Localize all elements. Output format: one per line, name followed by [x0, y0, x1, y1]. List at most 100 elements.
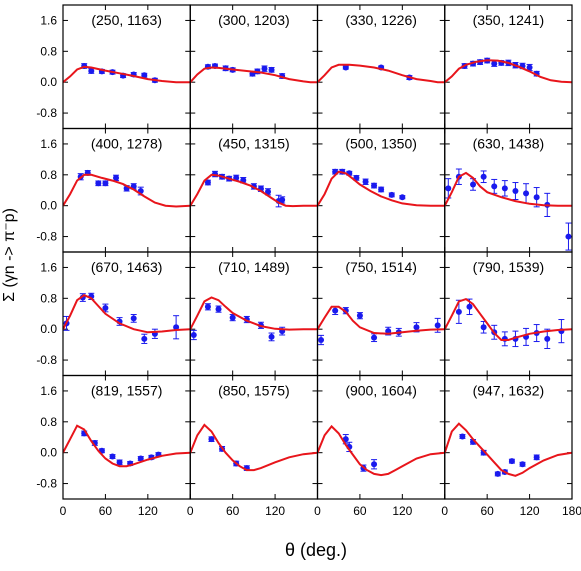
panel: (630, 1438) [444, 127, 573, 253]
y-tick-label: 0.8 [40, 44, 57, 58]
panel: (750, 1514) [316, 251, 446, 377]
panel: (500, 1350) [316, 127, 446, 253]
x-tick-label: 60 [353, 504, 367, 518]
panel-title: (250, 1163) [91, 12, 162, 28]
data-point [102, 180, 109, 187]
data-point [318, 336, 325, 343]
y-tick-label: -0.8 [36, 477, 57, 491]
data-point [137, 455, 144, 462]
data-point [102, 304, 109, 311]
y-tick-label: 0.0 [40, 446, 57, 460]
x-tick-label: 0 [314, 504, 321, 518]
data-point [445, 185, 452, 192]
data-point [208, 436, 215, 443]
x-tick-label: 120 [520, 504, 540, 518]
data-point [533, 454, 540, 461]
panel-title: (330, 1226) [345, 12, 417, 28]
data-point [494, 470, 501, 477]
panel: (350, 1241) [444, 4, 573, 130]
panels: (250, 1163) 1.6 0.8 0.0 -0.8 (300, 1203) (330,… [36, 4, 581, 518]
model-curve [63, 173, 191, 208]
y-tick-label: 0.8 [40, 415, 57, 429]
data-point [466, 303, 473, 310]
y-tick-label: 1.6 [40, 13, 57, 27]
data-point [480, 173, 487, 180]
data-point [190, 331, 197, 338]
data-point [362, 178, 369, 185]
x-tick-label: 120 [138, 504, 158, 518]
data-point [399, 194, 406, 201]
y-tick-label: 1.6 [40, 260, 57, 274]
panel: (330, 1226) [316, 4, 446, 130]
y-tick-label: 0.0 [40, 322, 57, 336]
panel-title: (947, 1632) [473, 383, 545, 399]
panel-title: (400, 1278) [91, 136, 163, 152]
model-curve [317, 170, 445, 207]
data-point [265, 188, 272, 195]
data-point [508, 458, 515, 465]
data-point [434, 322, 441, 329]
data-point [204, 303, 211, 310]
data-point [332, 307, 339, 314]
model-curve [63, 294, 191, 334]
data-point [385, 328, 392, 335]
y-tick-label: 0.8 [40, 291, 57, 305]
data-point [113, 174, 120, 181]
y-tick-label: 0.0 [40, 199, 57, 213]
panel: (450, 1315) [189, 127, 319, 253]
panel-title: (670, 1463) [91, 259, 163, 275]
data-point [342, 64, 349, 71]
data-point [544, 335, 551, 342]
data-point [229, 314, 236, 321]
panel-title: (350, 1241) [473, 12, 545, 28]
model-curve [317, 424, 445, 477]
panel: (710, 1489) [189, 251, 319, 377]
model-curve [444, 171, 572, 207]
panel-frame [444, 374, 573, 500]
data-point [533, 194, 540, 201]
panel-title: (900, 1604) [345, 383, 417, 399]
data-point [523, 190, 530, 197]
data-point [371, 182, 378, 189]
data-point [371, 334, 378, 341]
x-axis-label: θ (deg.) [285, 540, 347, 560]
data-point [215, 306, 222, 313]
data-point [512, 188, 519, 195]
data-point [109, 453, 116, 460]
data-point [519, 461, 526, 468]
x-tick-label: 0 [441, 504, 448, 518]
panel-title: (819, 1557) [91, 383, 163, 399]
data-point [491, 60, 498, 67]
model-curve [317, 305, 445, 335]
data-point [501, 185, 508, 192]
data-point [279, 196, 286, 203]
y-tick-label: -0.8 [36, 106, 57, 120]
panel: (819, 1557)1.60.80.0-0.80 60 120 [36, 374, 191, 518]
data-point [141, 335, 148, 342]
model-curve [190, 423, 318, 472]
panel-title: (500, 1350) [345, 136, 417, 152]
panel: (670, 1463) 1.6 0.8 0.0 -0.8 [36, 251, 191, 377]
data-point [526, 64, 533, 71]
x-tick-label: 60 [480, 504, 494, 518]
panel: (900, 1604) 0 60 120 [314, 374, 446, 518]
panel-title: (450, 1315) [218, 136, 290, 152]
model-curve [317, 63, 445, 84]
y-tick-label: 1.6 [40, 384, 57, 398]
model-curve [444, 297, 572, 341]
x-tick-label: 120 [392, 504, 412, 518]
model-curve [63, 65, 191, 84]
data-point [204, 179, 211, 186]
data-point [565, 233, 572, 240]
data-point [378, 186, 385, 193]
panel: (250, 1163) 1.6 0.8 0.0 -0.8 [36, 4, 191, 130]
panel: (300, 1203) [189, 4, 319, 130]
model-curve [63, 424, 191, 468]
data-point [95, 180, 102, 187]
data-point [268, 66, 275, 73]
y-tick-label: 0.8 [40, 168, 57, 182]
data-point [470, 181, 477, 188]
model-curve [190, 173, 318, 208]
